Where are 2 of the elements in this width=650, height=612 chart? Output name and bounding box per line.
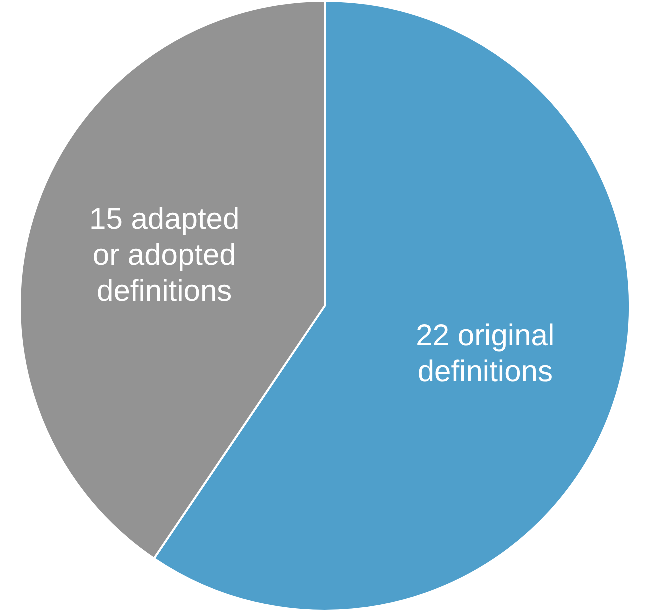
slice-label: 22 original definitions	[416, 319, 555, 388]
slice-label: 15 adapted or adopted definitions	[90, 203, 240, 308]
